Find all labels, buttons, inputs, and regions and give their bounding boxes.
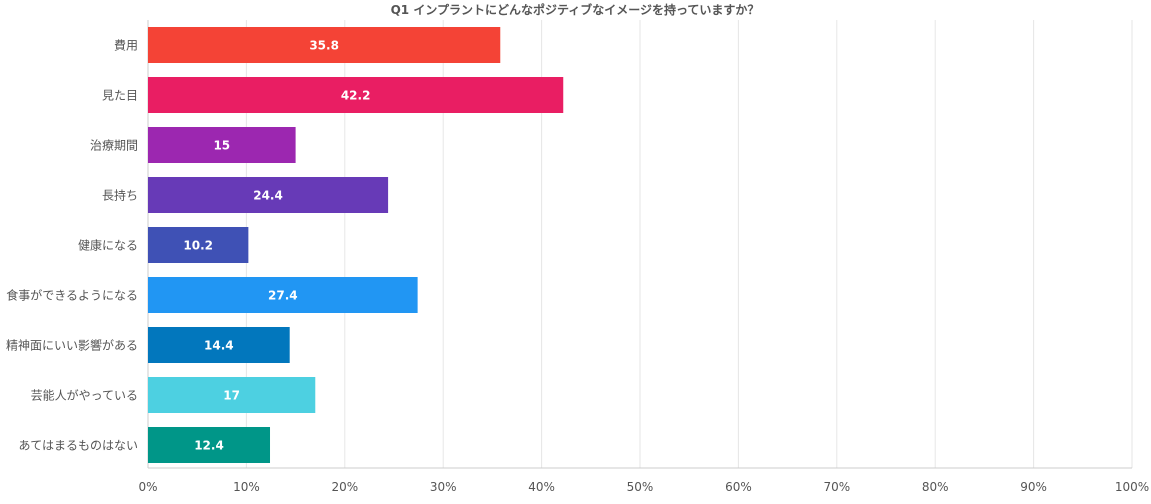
category-label: 食事ができるようになる (6, 288, 138, 303)
x-tick-label: 100% (1115, 480, 1149, 494)
x-tick-label: 90% (1020, 480, 1047, 494)
bar (148, 327, 290, 363)
bar (148, 77, 564, 113)
bar-value-label: 35.8 (309, 39, 339, 53)
bar (148, 277, 418, 313)
bar (148, 227, 249, 263)
category-label: 健康になる (78, 238, 138, 253)
category-label: 治療期間 (90, 139, 138, 153)
bar-value-label: 10.2 (183, 239, 213, 253)
x-tick-label: 20% (331, 480, 358, 494)
chart-title: Q1 インプラントにどんなポジティブなイメージを持っていますか？ (391, 2, 760, 17)
x-tick-label: 30% (430, 480, 457, 494)
bar (148, 27, 501, 63)
bar (148, 177, 389, 213)
x-tick-label: 70% (823, 480, 850, 494)
category-label: あてはまるものはない (18, 439, 138, 453)
category-labels: 費用見た目治療期間長持ち健康になる食事ができるようになる精神面にいい影響がある芸… (6, 38, 138, 453)
category-label: 長持ち (102, 188, 138, 203)
category-label: 芸能人がやっている (31, 388, 138, 403)
x-tick-label: 10% (233, 480, 260, 494)
bar-value-label: 17 (223, 389, 240, 403)
category-label: 見た目 (102, 89, 138, 103)
x-tick-label: 50% (627, 480, 654, 494)
x-tick-label: 40% (528, 480, 555, 494)
category-label: 精神面にいい影響がある (6, 338, 138, 353)
x-axis-ticks: 0% 10% 20% 30% 40% 50% 60% 70% 80% 90% 100% (138, 480, 1149, 494)
bar-value-label: 42.2 (341, 89, 371, 103)
bar (148, 427, 271, 463)
bar (148, 127, 296, 163)
bar-value-label: 24.4 (253, 189, 283, 203)
bar-value-label: 15 (213, 139, 230, 153)
x-tick-label: 0% (138, 480, 157, 494)
bar-value-label: 27.4 (268, 289, 298, 303)
category-label: 費用 (114, 38, 138, 53)
bars: 35.8 42.2 15 24.4 10.2 27.4 14.4 17 12.4 (148, 27, 564, 463)
x-tick-label: 60% (725, 480, 752, 494)
bar-value-label: 14.4 (204, 339, 234, 353)
bar-value-label: 12.4 (194, 439, 224, 453)
bar (148, 377, 316, 413)
x-tick-label: 80% (922, 480, 949, 494)
